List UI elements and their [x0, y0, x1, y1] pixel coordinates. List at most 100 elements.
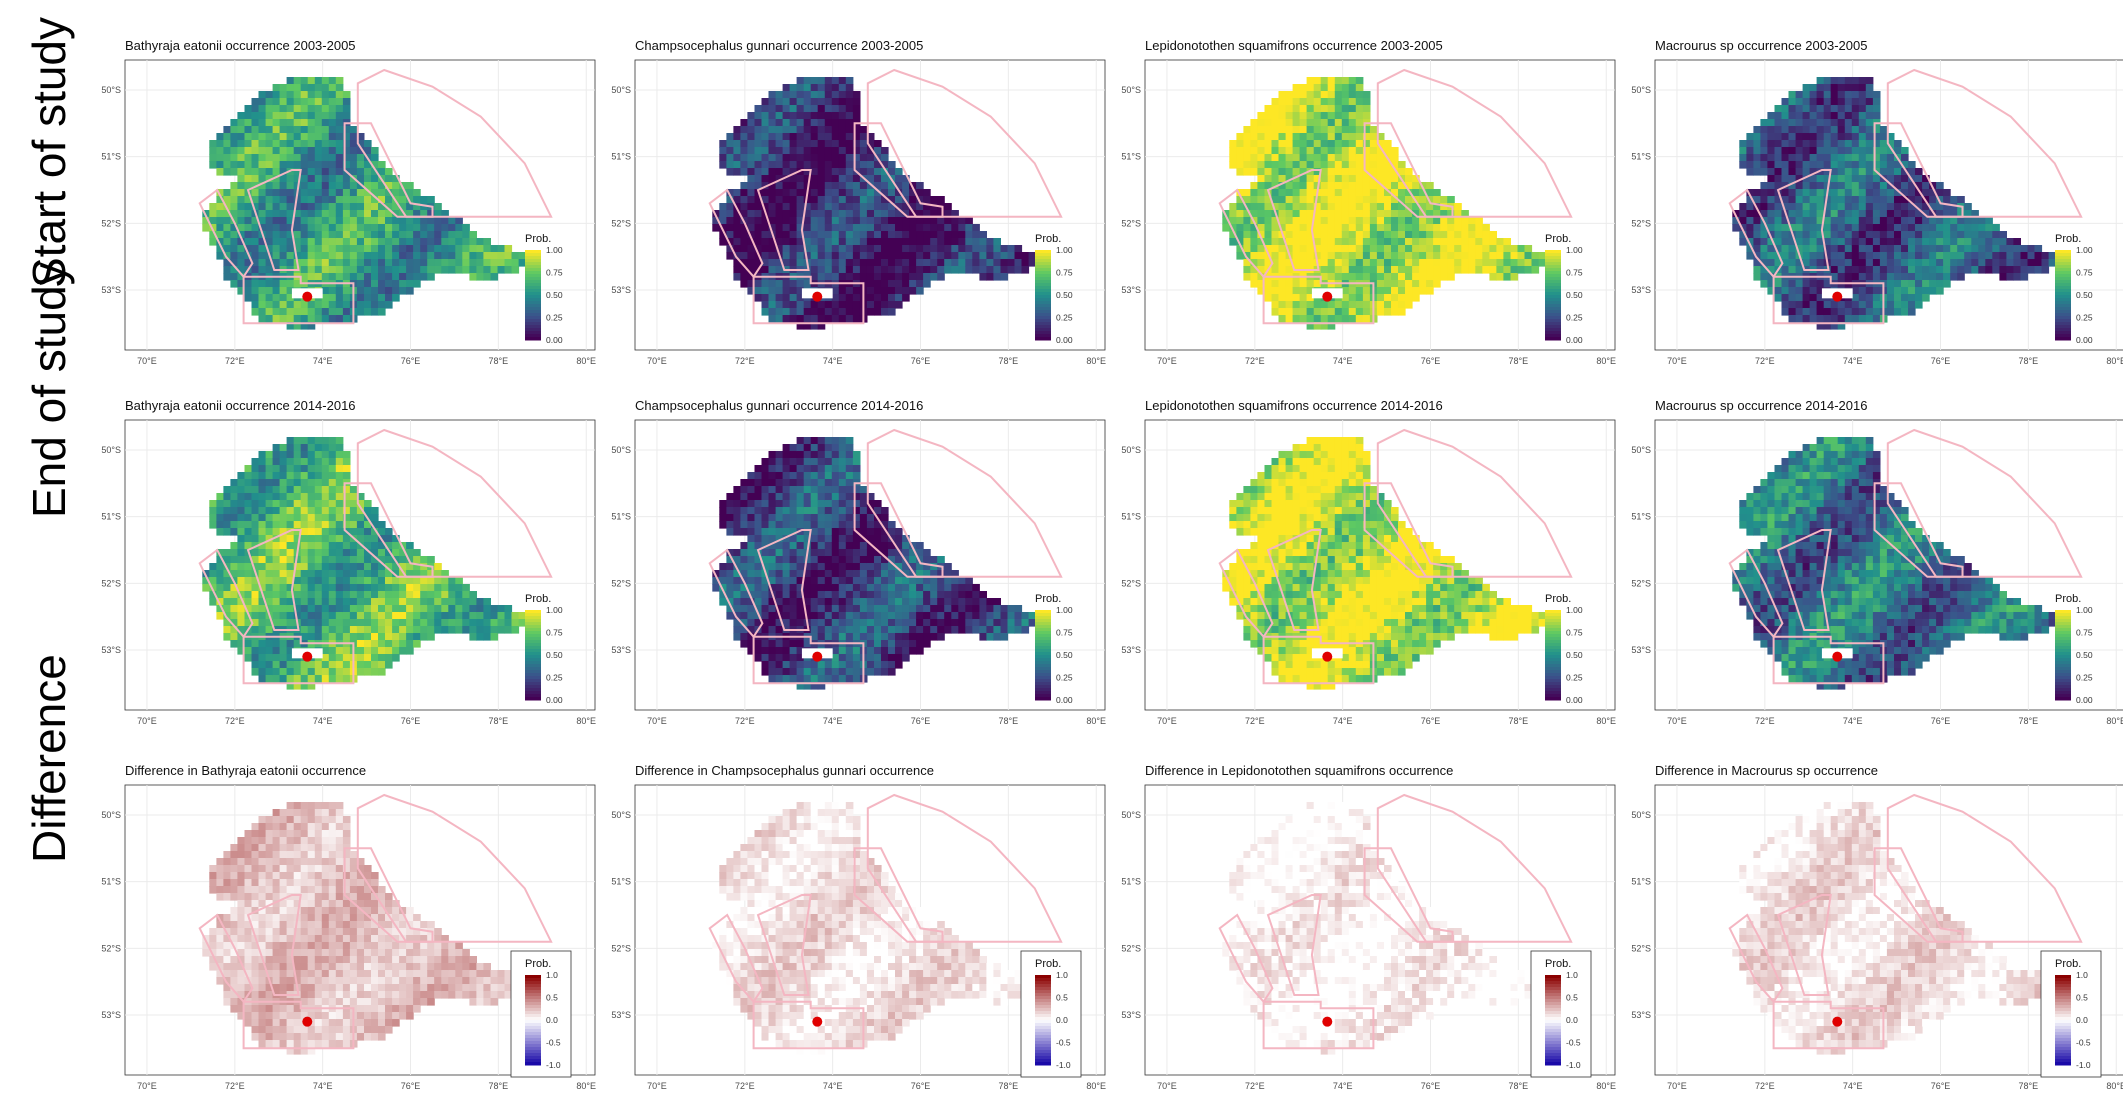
raster-cell: [1753, 126, 1761, 134]
legend-swatch: [525, 697, 541, 701]
raster-cell: [1950, 259, 1958, 267]
legend-swatch: [525, 667, 541, 671]
raster-cell: [881, 189, 889, 197]
legend-swatch: [1545, 280, 1561, 284]
raster-cell: [1950, 245, 1958, 253]
legend-swatch: [525, 610, 541, 614]
raster-cell: [434, 210, 442, 218]
raster-cell: [881, 252, 889, 260]
raster-cell: [1285, 224, 1294, 232]
raster-cell: [307, 217, 316, 225]
raster-cell: [1257, 175, 1265, 183]
raster-cell: [937, 210, 945, 218]
raster-cell: [1823, 322, 1832, 330]
raster-cell: [712, 217, 720, 225]
raster-cell: [1894, 175, 1902, 183]
raster-cell: [1760, 168, 1768, 176]
raster-cell: [1915, 238, 1923, 246]
raster-cell: [230, 133, 238, 141]
raster-cell: [1830, 126, 1839, 134]
raster-cell: [852, 315, 861, 323]
raster-cell: [230, 266, 238, 274]
raster-cell: [923, 224, 931, 232]
raster-cell: [335, 119, 344, 127]
raster-cell: [504, 605, 513, 613]
raster-cell: [427, 238, 435, 246]
raster-cell: [307, 633, 316, 641]
raster-cell: [1908, 203, 1916, 211]
raster-cell: [1837, 182, 1846, 190]
raster-cell: [1767, 189, 1775, 197]
raster-cell: [831, 189, 840, 197]
raster-cell: [874, 140, 882, 148]
raster-cell: [1285, 231, 1294, 239]
raster-cell: [1767, 252, 1775, 260]
raster-cell: [314, 619, 323, 627]
raster-cell: [1405, 273, 1413, 281]
raster-cell: [775, 280, 784, 288]
raster-cell: [881, 308, 889, 316]
raster-cell: [1971, 266, 1979, 274]
raster-cell: [810, 322, 819, 330]
raster-cell: [1292, 315, 1301, 323]
raster-cell: [209, 577, 217, 585]
raster-cell: [399, 224, 407, 232]
raster-cell: [866, 245, 875, 253]
raster-cell: [845, 217, 854, 225]
raster-cell: [845, 308, 854, 316]
legend-tick-label: 0.00: [546, 335, 563, 345]
raster-cell: [1964, 245, 1972, 253]
raster-cell: [251, 154, 260, 162]
raster-cell: [434, 245, 442, 253]
raster-cell: [754, 245, 763, 253]
raster-cell: [321, 556, 330, 564]
raster-cell: [1355, 252, 1364, 260]
raster-cell: [1021, 259, 1030, 267]
raster-cell: [371, 231, 379, 239]
raster-cell: [1327, 238, 1336, 246]
raster-cell: [789, 210, 798, 218]
raster-cell: [1299, 126, 1308, 134]
raster-cell: [1788, 287, 1797, 295]
raster-cell: [392, 633, 400, 641]
raster-cell: [364, 584, 372, 592]
raster-cell: [385, 252, 393, 260]
mpa-outline: [752, 275, 865, 325]
raster-cell: [1788, 98, 1797, 106]
legend-swatch: [525, 622, 541, 626]
legend-swatch: [1545, 301, 1561, 305]
raster-cell: [1774, 140, 1783, 148]
legend-swatch: [1545, 286, 1561, 290]
raster-cell: [881, 203, 889, 211]
raster-cell: [349, 217, 358, 225]
raster-cell: [448, 598, 456, 606]
raster-cell: [328, 514, 337, 522]
raster-cell: [817, 203, 826, 211]
legend-swatch: [525, 691, 541, 695]
raster-cell: [1257, 259, 1265, 267]
raster-cell: [420, 598, 428, 606]
raster-cell: [328, 161, 337, 169]
raster-cell: [364, 605, 372, 613]
raster-cell: [1405, 294, 1413, 302]
raster-cell: [237, 147, 245, 155]
raster-cell: [1412, 182, 1420, 190]
raster-cell: [1313, 196, 1322, 204]
raster-cell: [1313, 175, 1322, 183]
raster-cell: [1278, 126, 1287, 134]
raster-cell: [1271, 252, 1280, 260]
raster-cell: [993, 238, 1001, 246]
raster-cell: [342, 294, 351, 302]
raster-cell: [420, 210, 428, 218]
raster-cell: [803, 161, 812, 169]
raster-cell: [314, 175, 323, 183]
raster-cell: [1306, 301, 1315, 309]
raster-cell: [251, 472, 260, 480]
raster-cell: [944, 231, 952, 239]
raster-cell: [958, 266, 966, 274]
raster-cell: [747, 119, 755, 127]
legend-swatch: [1545, 316, 1561, 320]
raster-cell: [399, 591, 407, 599]
raster-cell: [1908, 287, 1916, 295]
raster-cell: [1257, 210, 1265, 218]
